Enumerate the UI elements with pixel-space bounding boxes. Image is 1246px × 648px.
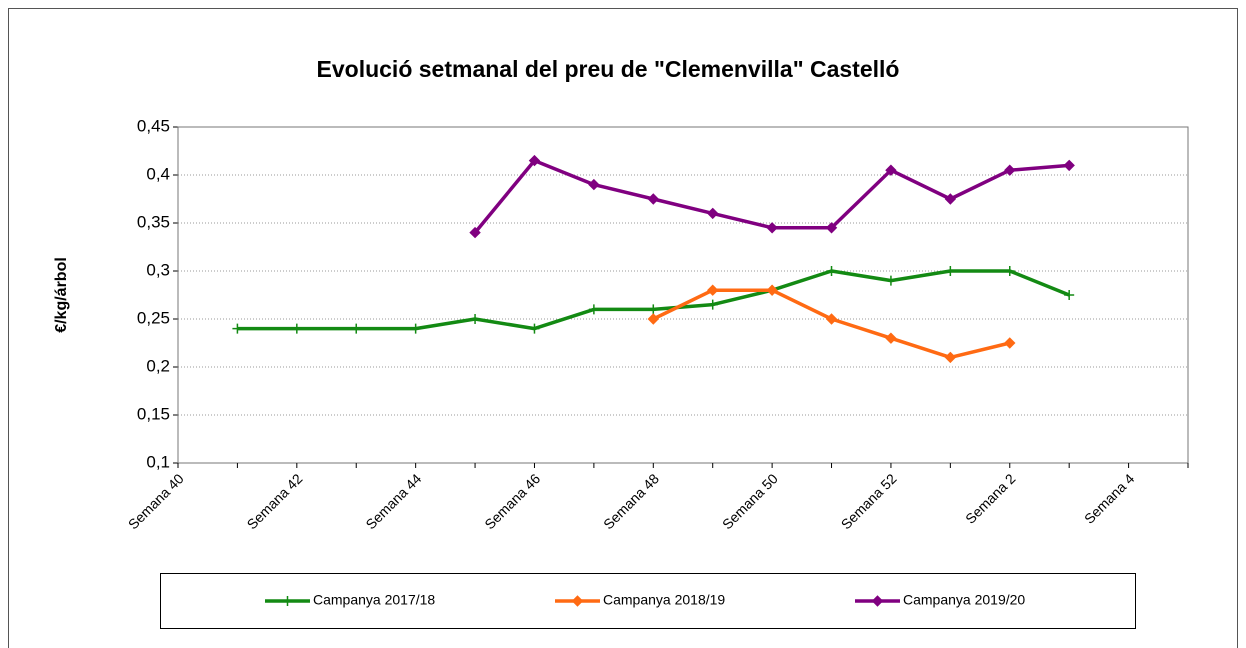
marker (588, 178, 600, 191)
x-tick-label: Semana 40 (125, 470, 187, 532)
marker (766, 284, 778, 296)
x-tick-label: Semana 2 (962, 470, 1019, 527)
marker (826, 266, 837, 276)
x-tick-label: Semana 44 (362, 470, 424, 532)
plot-border (177, 126, 1189, 464)
y-tick-label: 0,1 (146, 452, 170, 471)
marker (885, 332, 897, 344)
marker (1064, 290, 1075, 300)
x-tick-label: Semana 4 (1081, 470, 1138, 527)
y-tick-label: 0,15 (137, 404, 170, 423)
y-tick-label: 0,4 (146, 164, 170, 183)
marker (528, 154, 541, 167)
marker (825, 313, 838, 325)
marker (648, 304, 659, 315)
marker (410, 323, 421, 334)
marker (571, 595, 584, 607)
y-tick-label: 0,45 (137, 116, 170, 135)
legend-label: Campanya 2019/20 (903, 592, 1025, 608)
marker (647, 193, 660, 205)
marker (706, 207, 719, 220)
marker (766, 222, 778, 234)
y-tick-label: 0,25 (137, 308, 170, 327)
x-tick-label: Semana 50 (719, 470, 781, 532)
marker (707, 299, 718, 310)
marker (1004, 164, 1016, 176)
y-tick-label: 0,3 (146, 260, 170, 279)
marker (945, 266, 956, 276)
marker (291, 323, 302, 334)
marker (1063, 159, 1075, 172)
marker (351, 323, 362, 334)
marker (529, 323, 540, 334)
series-line (473, 158, 1070, 234)
y-tick-label: 0,35 (137, 212, 170, 231)
marker (232, 323, 243, 334)
legend-label: Campanya 2017/18 (313, 592, 435, 608)
y-axis-label: €/kg/árbol (53, 257, 70, 333)
x-tick-label: Semana 42 (244, 470, 306, 532)
marker (885, 164, 897, 176)
marker (469, 226, 481, 239)
marker (871, 595, 884, 607)
x-tick-label: Semana 46 (481, 470, 543, 532)
legend-label: Campanya 2018/19 (603, 592, 725, 608)
marker (706, 284, 719, 296)
marker (1004, 337, 1016, 349)
x-tick-label: Semana 52 (838, 470, 900, 532)
chart-title: Evolució setmanal del preu de "Clemenvil… (317, 56, 900, 82)
marker (470, 314, 481, 324)
marker (282, 596, 293, 606)
marker (1004, 266, 1015, 276)
marker (825, 222, 838, 234)
y-tick-label: 0,2 (146, 356, 170, 375)
marker (944, 193, 957, 205)
legend-box (160, 573, 1136, 629)
marker (885, 275, 896, 286)
x-tick-label: Semana 48 (600, 470, 662, 532)
marker (588, 304, 599, 315)
marker (647, 313, 660, 325)
chart-border (8, 8, 1238, 648)
marker (944, 351, 957, 364)
